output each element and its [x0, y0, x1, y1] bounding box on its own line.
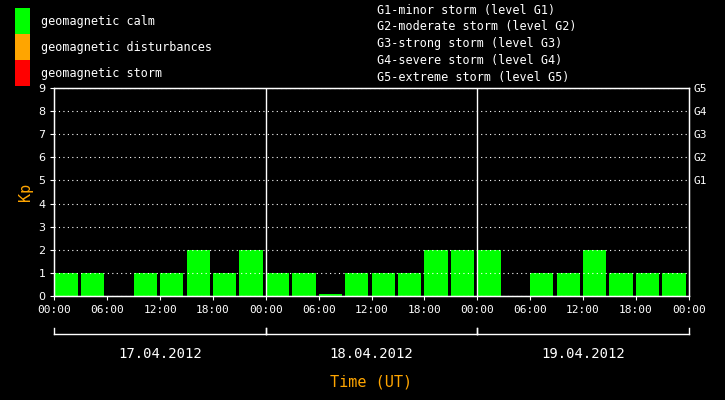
Bar — [213, 273, 236, 296]
Bar — [186, 250, 210, 296]
Text: G3-strong storm (level G3): G3-strong storm (level G3) — [377, 37, 563, 50]
Bar — [636, 273, 659, 296]
Bar — [14, 60, 30, 86]
Bar — [14, 8, 30, 34]
Bar — [557, 273, 580, 296]
Text: geomagnetic calm: geomagnetic calm — [41, 14, 155, 28]
Text: G2-moderate storm (level G2): G2-moderate storm (level G2) — [377, 20, 576, 33]
Text: 18.04.2012: 18.04.2012 — [330, 347, 413, 361]
Bar — [319, 294, 342, 296]
Text: G4-severe storm (level G4): G4-severe storm (level G4) — [377, 54, 563, 67]
Bar — [133, 273, 157, 296]
Bar — [239, 250, 262, 296]
Bar — [345, 273, 368, 296]
Text: G5-extreme storm (level G5): G5-extreme storm (level G5) — [377, 71, 569, 84]
Bar — [160, 273, 183, 296]
Bar — [477, 250, 500, 296]
Text: geomagnetic storm: geomagnetic storm — [41, 66, 162, 80]
Bar — [451, 250, 474, 296]
Text: Time (UT): Time (UT) — [331, 374, 413, 390]
Bar — [266, 273, 289, 296]
Bar — [583, 250, 606, 296]
Bar — [398, 273, 421, 296]
Text: 17.04.2012: 17.04.2012 — [118, 347, 202, 361]
Bar — [663, 273, 686, 296]
Bar — [80, 273, 104, 296]
Bar — [610, 273, 633, 296]
Text: G1-minor storm (level G1): G1-minor storm (level G1) — [377, 4, 555, 16]
Y-axis label: Kp: Kp — [17, 183, 33, 201]
Bar — [54, 273, 78, 296]
Text: geomagnetic disturbances: geomagnetic disturbances — [41, 40, 212, 54]
Bar — [424, 250, 447, 296]
Bar — [530, 273, 553, 296]
Text: 19.04.2012: 19.04.2012 — [541, 347, 625, 361]
Bar — [371, 273, 395, 296]
Bar — [292, 273, 315, 296]
Bar — [14, 34, 30, 60]
